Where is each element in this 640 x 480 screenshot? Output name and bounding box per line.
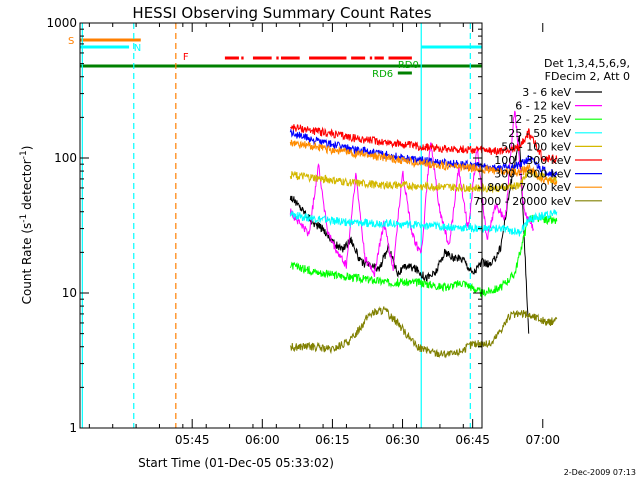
chart-title: HESSI Observing Summary Count Rates bbox=[132, 4, 431, 22]
legend-entry: 100 - 300 keV bbox=[494, 154, 571, 167]
legend-header-line-2: FDecim 2, Att 0 bbox=[545, 70, 630, 83]
y-axis: 1 10 100 1000 bbox=[46, 16, 482, 435]
y-axis-label: Count Rate (s-1 detector-1) bbox=[19, 146, 34, 305]
series-line bbox=[290, 124, 558, 164]
generation-timestamp: 2-Dec-2009 07:13 bbox=[564, 468, 636, 477]
legend: Det 1,3,4,5,6,9, FDecim 2, Att 0 3 - 6 k… bbox=[473, 57, 630, 208]
y-tick-label: 1 bbox=[69, 421, 77, 435]
saa-flag-label: S bbox=[68, 36, 74, 47]
rd6-flag-label: RD6 bbox=[372, 69, 393, 80]
legend-entry: 6 - 12 keV bbox=[515, 100, 571, 113]
x-axis: 05:45 06:00 06:15 06:30 06:45 07:00 bbox=[88, 23, 560, 447]
legend-entry: 3 - 6 keV bbox=[522, 86, 571, 99]
plot-frame bbox=[79, 22, 483, 429]
x-tick-label: 06:00 bbox=[245, 433, 280, 447]
x-axis-label: Start Time (01-Dec-05 05:33:02) bbox=[138, 456, 334, 470]
legend-entry: 7000 - 20000 keV bbox=[473, 195, 571, 208]
series-line bbox=[289, 110, 534, 277]
legend-entry: 50 - 100 keV bbox=[501, 140, 571, 153]
legend-entry: 800 - 7000 keV bbox=[487, 181, 571, 194]
legend-entry: 12 - 25 keV bbox=[508, 113, 571, 126]
legend-entry: 300 - 800 keV bbox=[494, 168, 571, 181]
x-tick-label: 06:45 bbox=[455, 433, 490, 447]
x-tick-label: 06:15 bbox=[315, 433, 350, 447]
series-line bbox=[289, 305, 558, 359]
legend-header-line-1: Det 1,3,4,5,6,9, bbox=[544, 57, 630, 70]
series-line bbox=[289, 169, 558, 194]
x-tick-label: 07:00 bbox=[525, 433, 560, 447]
x-tick-label: 05:45 bbox=[175, 433, 210, 447]
flare-flag-label: F bbox=[183, 52, 189, 63]
legend-entry: 25 - 50 keV bbox=[508, 127, 571, 140]
series-line bbox=[289, 209, 558, 237]
series-line bbox=[289, 214, 558, 298]
x-tick-label: 06:30 bbox=[385, 433, 420, 447]
series-line bbox=[289, 139, 558, 186]
observing-flags: N S F RD0 RD6 bbox=[68, 36, 482, 80]
y-tick-label: 10 bbox=[62, 286, 77, 300]
night-flag-label: N bbox=[134, 43, 141, 54]
rd0-flag-label: RD0 bbox=[398, 60, 419, 71]
y-tick-label: 1000 bbox=[46, 16, 77, 30]
series-line bbox=[289, 135, 530, 334]
y-tick-label: 100 bbox=[54, 151, 77, 165]
series-layer bbox=[289, 110, 558, 359]
